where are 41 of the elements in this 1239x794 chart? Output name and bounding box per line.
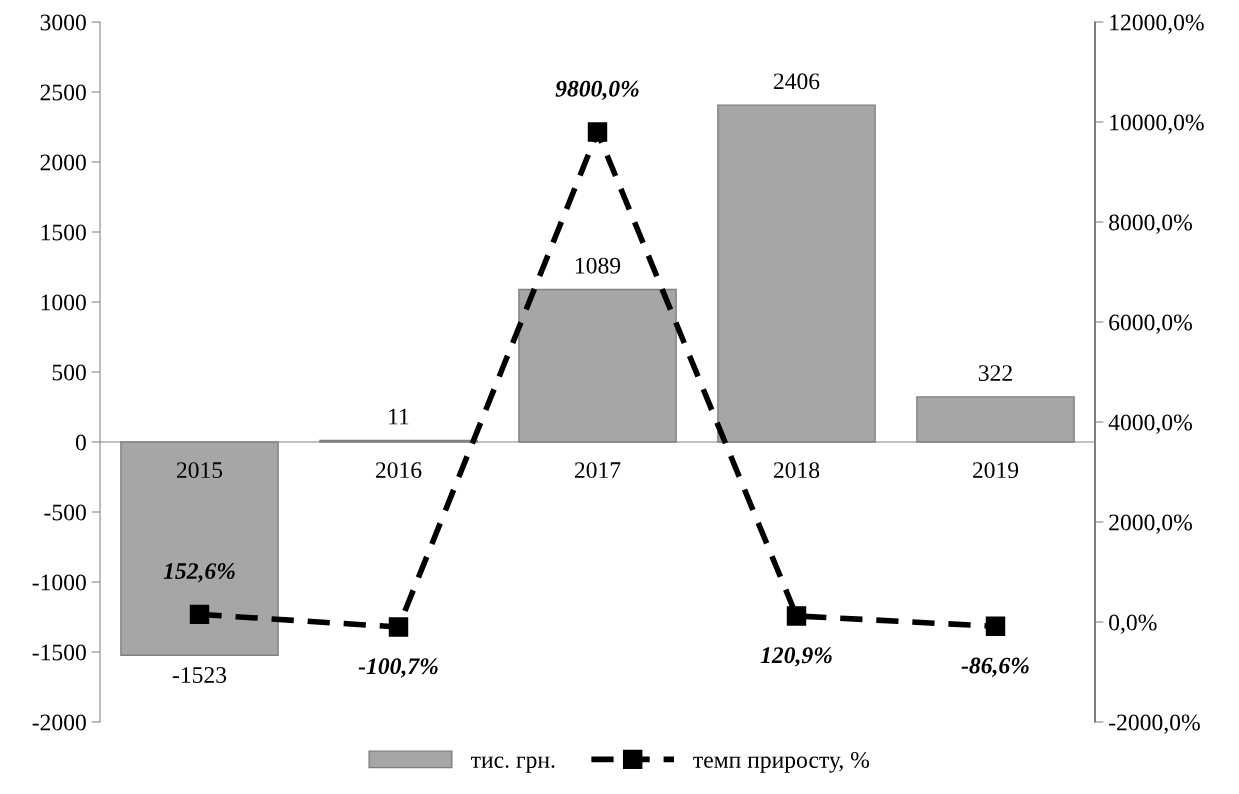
data-label: 9800,0%	[555, 80, 639, 101]
data-label: 1089	[575, 257, 621, 274]
point	[786, 606, 807, 626]
y-tick-label: 3000	[40, 14, 86, 31]
x-tick-label: 2015	[176, 462, 223, 479]
y2-tick-label: 4000,0%	[1108, 414, 1192, 434]
data-label: 120,9%	[760, 647, 832, 667]
y-tick-label: -2000	[32, 714, 86, 731]
x-tick-label: 2016	[375, 462, 422, 479]
data-label: 322	[978, 365, 1012, 382]
y-tick-label: 500	[52, 364, 86, 381]
y-tick-label: -1500	[32, 644, 86, 661]
y2-tick-label: 2000,0%	[1109, 514, 1192, 534]
data-label: 11	[389, 408, 409, 425]
y-tick-label: -500	[44, 504, 86, 521]
y-tick-label: 1500	[41, 224, 86, 241]
data-label: -86,6%	[961, 657, 1029, 677]
data-label: 152,6%	[163, 563, 235, 583]
y-tick-label: 0	[75, 434, 86, 451]
y-tick-label: 2000	[40, 154, 86, 171]
y2-tick-label: -2000,0%	[1109, 714, 1200, 734]
y2-tick-label: 8000,0%	[1109, 214, 1192, 234]
point	[189, 604, 210, 625]
y-tick-label: 2500	[40, 84, 86, 101]
y2-tick-label: 0,0%	[1109, 614, 1157, 634]
x-tick-label: 2018	[773, 462, 820, 479]
x-tick-label: 2019	[972, 462, 1019, 479]
y-tick-label: -1000	[32, 574, 86, 591]
y2-tick-label: 10000,0%	[1110, 114, 1204, 134]
data-label: 2406	[773, 73, 820, 90]
legend-label: тис. грн.	[471, 756, 555, 773]
data-label: -100,7%	[358, 658, 438, 678]
point	[388, 617, 409, 637]
y-tick-label: 1000	[41, 294, 86, 311]
y2-tick-label: 6000,0%	[1109, 314, 1192, 334]
point	[985, 616, 1006, 637]
x-tick-label: 2017	[574, 462, 621, 479]
legend-label: темп приросту, %	[693, 751, 870, 773]
y2-tick-label: 12000,0%	[1110, 14, 1204, 34]
data-label: -1523	[172, 667, 227, 683]
point	[587, 122, 608, 142]
